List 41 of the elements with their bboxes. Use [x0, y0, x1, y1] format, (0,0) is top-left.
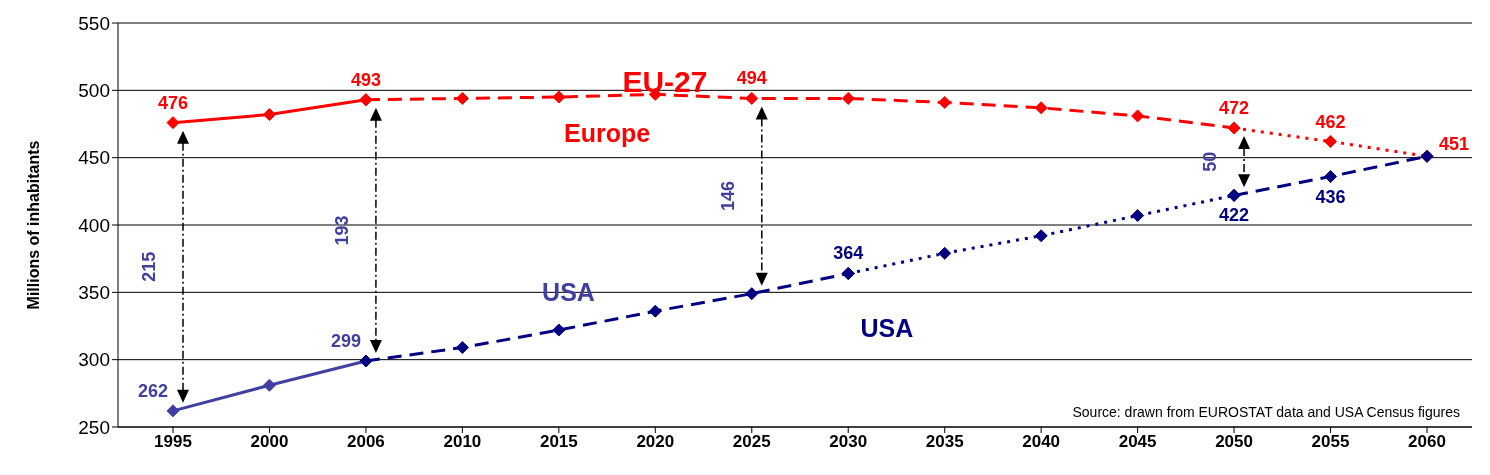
data-label: 472 — [1219, 98, 1250, 119]
x-tick-label: 2000 — [250, 432, 289, 452]
annotation: EU-27 — [622, 65, 708, 99]
x-tick-label: 2015 — [539, 432, 578, 452]
x-tick-label: 2055 — [1311, 432, 1350, 452]
x-tick-label: 2020 — [636, 432, 675, 452]
data-label: 364 — [833, 243, 864, 264]
x-tick-label: 2045 — [1118, 432, 1157, 452]
x-tick-label: 2010 — [443, 432, 482, 452]
annotation: 193 — [331, 215, 352, 246]
data-label: 299 — [330, 331, 361, 352]
data-label: 422 — [1219, 205, 1250, 226]
x-tick-label: 2040 — [1022, 432, 1061, 452]
x-tick-label: 2006 — [347, 432, 385, 452]
y-tick-label: 450 — [78, 147, 110, 169]
annotation: Source: drawn from EUROSTAT data and USA Census figures — [1072, 404, 1460, 420]
data-label: 476 — [157, 92, 189, 113]
data-label: 262 — [137, 380, 169, 401]
y-tick-label: 300 — [78, 349, 110, 371]
x-tick-label: 2030 — [829, 432, 868, 452]
data-label: 493 — [350, 69, 381, 90]
x-tick-label: 2050 — [1215, 432, 1253, 452]
y-tick-label: 400 — [78, 214, 110, 236]
annotation: USA — [860, 314, 914, 343]
y-tick-label: 250 — [78, 416, 110, 438]
x-tick-label: 2025 — [732, 432, 771, 452]
y-tick-label: 350 — [78, 282, 110, 304]
x-tick-label: 1995 — [154, 432, 192, 452]
y-tick-label: 500 — [78, 80, 110, 102]
data-label: 462 — [1315, 111, 1346, 132]
annotation: 215 — [139, 251, 159, 282]
y-axis-title: Millions of inhabitants — [24, 140, 42, 310]
y-tick-label: 550 — [78, 12, 110, 34]
x-tick-label: 2035 — [925, 432, 964, 452]
data-label: 436 — [1315, 186, 1346, 207]
data-label: 451 — [1439, 134, 1470, 155]
annotation: Europe — [564, 119, 651, 148]
x-tick-label: 2060 — [1408, 432, 1446, 452]
annotation: 146 — [717, 181, 738, 212]
data-label: 494 — [736, 68, 767, 89]
annotation: 50 — [1200, 151, 1221, 172]
